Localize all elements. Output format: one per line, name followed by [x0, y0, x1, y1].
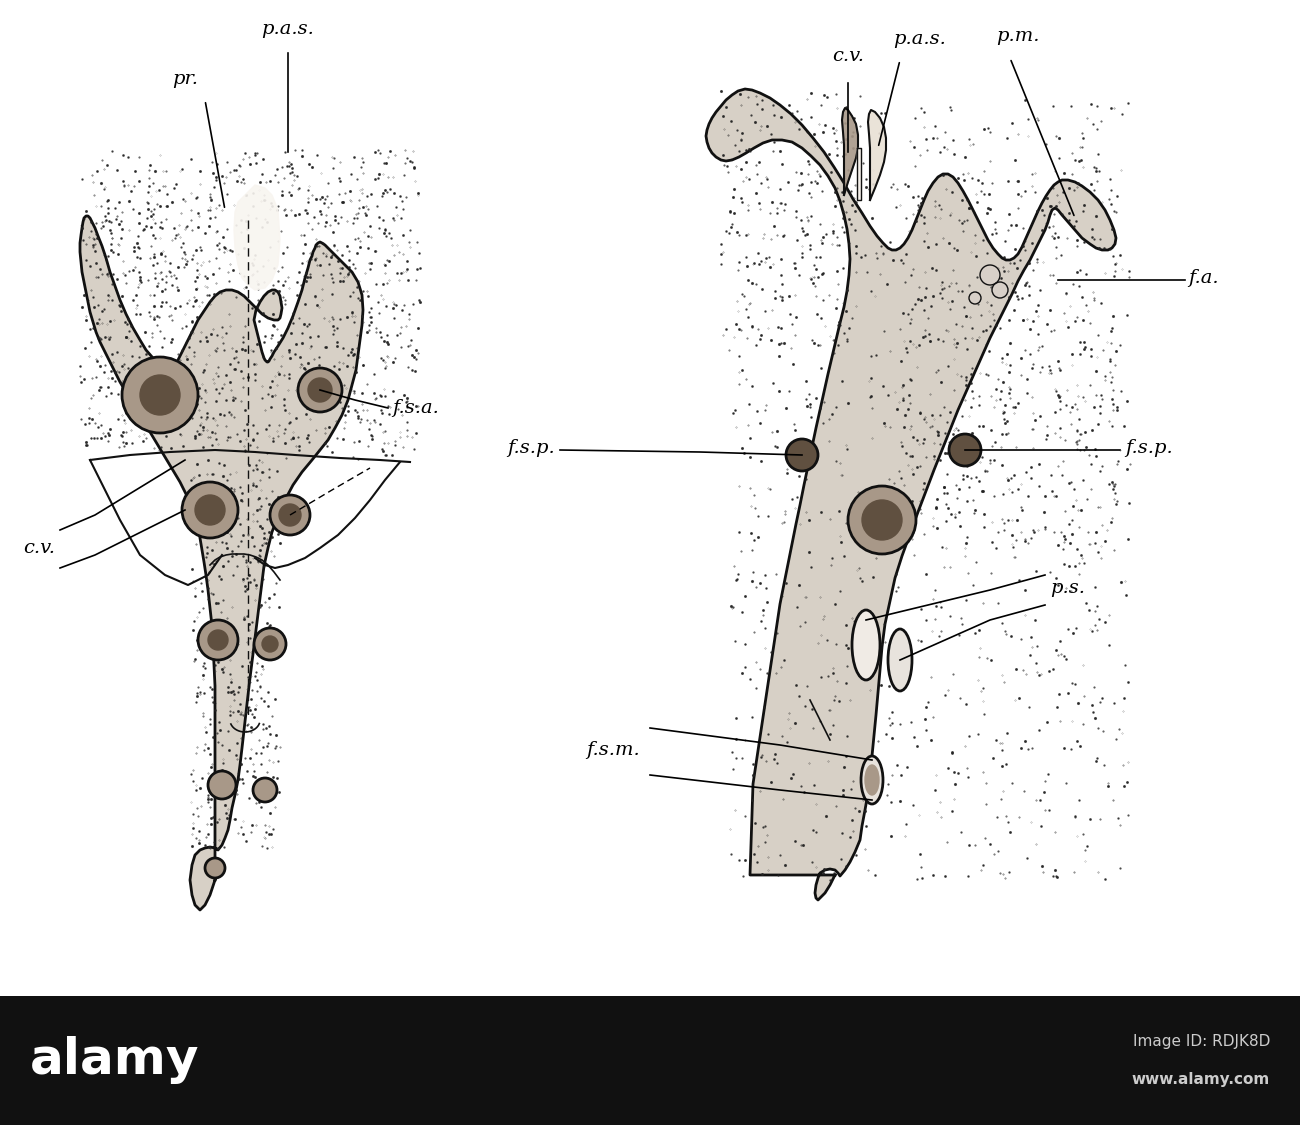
Circle shape: [968, 292, 982, 304]
Text: f.s.a.: f.s.a.: [393, 399, 439, 417]
Text: p.s.: p.s.: [1050, 579, 1086, 597]
Circle shape: [992, 282, 1008, 298]
Polygon shape: [234, 184, 280, 290]
Text: c.v.: c.v.: [832, 47, 864, 65]
Text: f.s.p.: f.s.p.: [507, 439, 555, 457]
Ellipse shape: [888, 629, 913, 691]
Circle shape: [208, 771, 237, 799]
Circle shape: [308, 378, 332, 402]
Circle shape: [270, 495, 309, 536]
Circle shape: [848, 486, 916, 554]
Circle shape: [280, 504, 302, 526]
Circle shape: [205, 858, 225, 878]
Polygon shape: [868, 110, 887, 200]
Ellipse shape: [864, 765, 879, 795]
Text: c.v.: c.v.: [23, 539, 55, 557]
Polygon shape: [706, 89, 1115, 900]
Circle shape: [254, 628, 286, 660]
Text: Image ID: RDJK8D: Image ID: RDJK8D: [1132, 1034, 1270, 1048]
Text: f.s.p.: f.s.p.: [1124, 439, 1173, 457]
Circle shape: [140, 375, 179, 415]
Polygon shape: [857, 148, 861, 200]
Circle shape: [862, 500, 902, 540]
Polygon shape: [842, 108, 858, 195]
Circle shape: [263, 636, 278, 652]
Circle shape: [786, 439, 818, 471]
Bar: [0, 996, 1300, 1125]
Text: alamy: alamy: [30, 1036, 199, 1084]
Text: f.s.m.: f.s.m.: [586, 741, 640, 759]
Circle shape: [195, 495, 225, 525]
Circle shape: [980, 266, 1000, 285]
Circle shape: [122, 357, 198, 433]
Circle shape: [182, 482, 238, 538]
Text: pr.: pr.: [172, 70, 198, 88]
Text: f.a.: f.a.: [1188, 269, 1218, 287]
Text: p.m.: p.m.: [996, 27, 1040, 45]
Circle shape: [298, 368, 342, 412]
Text: www.alamy.com: www.alamy.com: [1132, 1072, 1270, 1088]
Ellipse shape: [861, 756, 883, 804]
Text: p.a.s.: p.a.s.: [261, 20, 315, 38]
Polygon shape: [81, 216, 363, 910]
Circle shape: [949, 434, 982, 466]
Text: p.a.s.: p.a.s.: [893, 30, 946, 48]
Circle shape: [254, 778, 277, 802]
Ellipse shape: [852, 610, 880, 680]
Circle shape: [198, 620, 238, 660]
Circle shape: [208, 630, 227, 650]
